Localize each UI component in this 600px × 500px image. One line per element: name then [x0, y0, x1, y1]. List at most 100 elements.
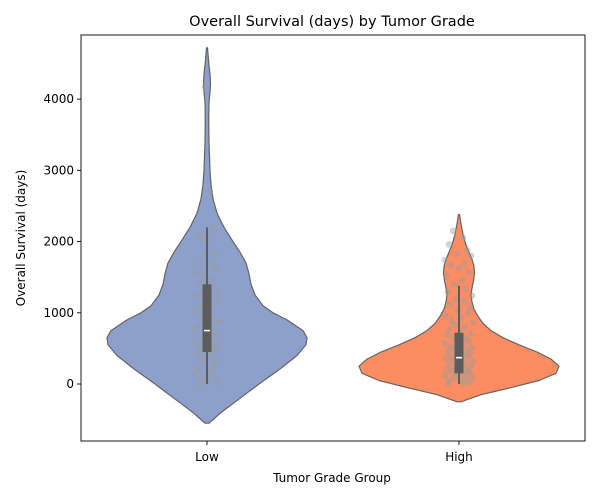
- data-point: [210, 284, 218, 292]
- data-point: [462, 285, 470, 292]
- data-point: [446, 376, 454, 384]
- data-point: [445, 241, 453, 248]
- data-point: [214, 345, 222, 352]
- data-point: [191, 370, 199, 377]
- data-point: [213, 332, 221, 339]
- data-point: [443, 273, 451, 280]
- iqr-box: [454, 332, 464, 374]
- data-point: [455, 265, 463, 272]
- data-point: [201, 83, 209, 91]
- data-point: [463, 366, 471, 374]
- data-point: [214, 291, 222, 298]
- data-point: [444, 379, 452, 387]
- data-point: [468, 373, 476, 380]
- data-point: [443, 331, 451, 339]
- data-point: [464, 354, 472, 361]
- data-point: [458, 276, 466, 284]
- violin-group-high: [358, 213, 560, 403]
- data-point: [449, 227, 457, 235]
- data-point: [211, 250, 219, 257]
- data-point: [463, 335, 471, 343]
- data-point: [199, 234, 207, 242]
- data-point: [468, 292, 476, 300]
- data-point: [461, 259, 469, 267]
- data-point: [450, 374, 458, 381]
- data-point: [200, 272, 208, 280]
- y-axis-title: Overall Survival (days): [14, 170, 28, 307]
- data-point: [194, 365, 202, 373]
- x-axis-title: Tumor Grade Group: [272, 471, 391, 485]
- data-point: [442, 355, 450, 362]
- data-point: [198, 354, 206, 362]
- data-point: [460, 380, 468, 388]
- data-point: [210, 342, 218, 349]
- x-tick-label: Low: [195, 450, 219, 464]
- data-point: [193, 350, 201, 358]
- data-point: [465, 338, 473, 346]
- data-point: [192, 308, 200, 315]
- data-point: [213, 266, 221, 274]
- data-point: [447, 261, 455, 269]
- data-point: [450, 281, 458, 288]
- data-point: [469, 319, 477, 327]
- data-point: [443, 365, 451, 373]
- data-point: [446, 352, 454, 360]
- data-point: [465, 369, 473, 376]
- data-point: [453, 250, 461, 257]
- data-point: [461, 323, 469, 331]
- data-point: [199, 375, 207, 382]
- data-point: [445, 361, 453, 369]
- data-point: [448, 367, 456, 375]
- y-tick-label: 2000: [43, 235, 74, 249]
- data-point: [447, 343, 455, 350]
- plot-area: [106, 47, 560, 424]
- y-tick-label: 4000: [43, 92, 74, 106]
- data-point: [193, 292, 201, 300]
- data-point: [446, 300, 454, 308]
- data-point: [191, 338, 199, 345]
- data-point: [441, 256, 449, 264]
- plot-frame: [80, 34, 586, 442]
- data-point: [466, 378, 474, 386]
- data-point: [212, 357, 220, 364]
- data-point: [469, 358, 477, 365]
- data-point: [211, 372, 219, 379]
- data-point: [195, 343, 203, 351]
- y-tick-label: 0: [66, 377, 74, 391]
- data-point: [215, 319, 223, 327]
- data-point: [213, 380, 221, 387]
- data-point: [444, 288, 452, 296]
- data-point: [206, 367, 214, 375]
- x-tick-label: High: [445, 450, 473, 464]
- data-point: [196, 380, 204, 388]
- data-point: [191, 269, 199, 277]
- data-point: [190, 327, 198, 334]
- data-point: [467, 252, 475, 260]
- data-point: [211, 316, 219, 324]
- data-point: [209, 362, 217, 369]
- data-point: [465, 268, 473, 276]
- data-point: [464, 309, 472, 317]
- data-point: [441, 372, 449, 379]
- data-point: [448, 317, 456, 324]
- data-point: [468, 344, 476, 352]
- iqr-box: [202, 284, 212, 352]
- y-tick-label: 1000: [43, 306, 74, 320]
- data-point: [209, 262, 217, 270]
- data-point: [444, 347, 452, 355]
- data-point: [463, 246, 471, 254]
- data-point: [462, 346, 470, 354]
- data-point: [206, 188, 214, 195]
- data-point: [452, 295, 460, 302]
- data-point: [442, 312, 450, 319]
- data-point: [460, 298, 468, 305]
- violin-group-low: [106, 47, 308, 424]
- data-point: [445, 325, 453, 333]
- data-point: [466, 303, 474, 311]
- data-point: [194, 322, 202, 329]
- chart-title: Overall Survival (days) by Tumor Grade: [189, 14, 475, 30]
- data-point: [466, 349, 474, 357]
- data-point: [451, 321, 459, 329]
- data-point: [195, 279, 203, 287]
